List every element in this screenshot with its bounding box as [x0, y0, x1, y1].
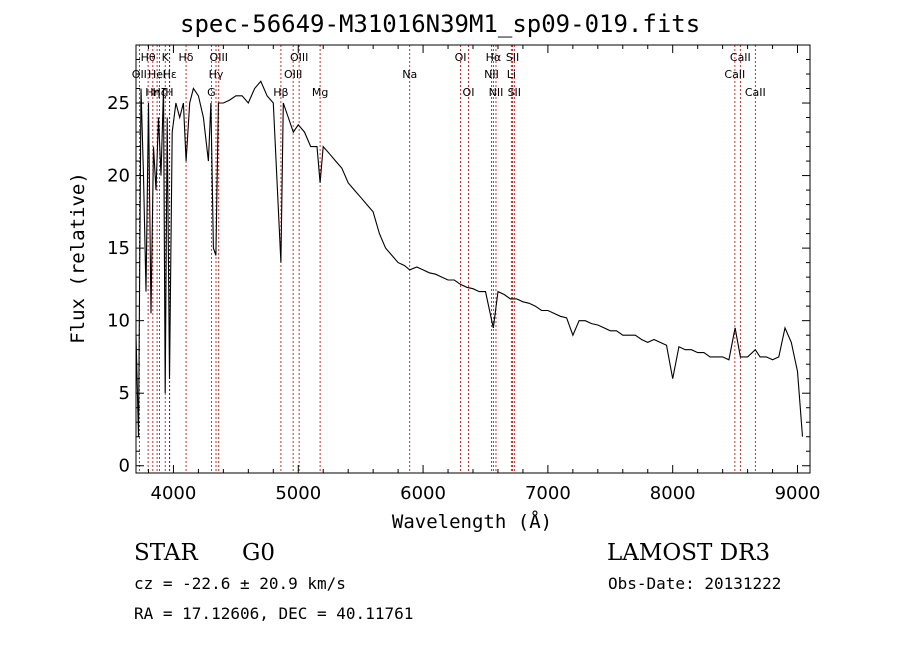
spectral-line-label: Mg: [312, 86, 328, 99]
survey-name: LAMOST DR3: [607, 540, 771, 566]
spectral-line-label: Hε: [163, 68, 177, 81]
y-tick-label: 5: [119, 383, 130, 404]
y-tick-label: 15: [107, 238, 130, 259]
spectral-line-label: CaII: [730, 51, 751, 64]
spectral-line-label: Hζ: [152, 86, 166, 99]
x-tick-label: 5000: [275, 483, 321, 504]
spectral-line-label: NII: [489, 86, 504, 99]
spectral-line-label: H: [165, 86, 173, 99]
spectral-line-label: OIII: [284, 68, 302, 81]
subclass: G0: [242, 540, 276, 566]
axis-ticks: 4000 5000 6000 7000 8000 9000 0 5 10 15 20 25: [107, 45, 820, 504]
spectral-line-label: Hα: [486, 51, 502, 64]
spectral-line-label: OIII: [210, 51, 228, 64]
spectral-line-label: SII: [506, 51, 519, 64]
y-axis-label: Flux (relative): [67, 172, 89, 344]
observation-date: Obs-Date: 20131222: [608, 574, 782, 593]
spectral-line-label: Hβ: [273, 86, 288, 99]
chart-title: spec-56649-M31016N39M1_sp09-019.fits: [180, 10, 701, 38]
x-axis-label: Wavelength (Å): [391, 511, 553, 533]
spectral-line-label: SII: [508, 86, 521, 99]
x-tick-label: 8000: [650, 483, 696, 504]
spectral-line-label: NII: [484, 68, 499, 81]
spectral-line-label: K: [162, 51, 170, 64]
spectral-line-label: OI: [455, 51, 467, 64]
coordinates: RA = 17.12606, DEC = 40.11761: [134, 604, 414, 623]
spectral-line-label: OI: [463, 86, 475, 99]
spectral-line-label: G: [207, 86, 216, 99]
spectral-line-label: Hγ: [209, 68, 224, 81]
emission-line-markers: [138, 45, 756, 473]
x-tick-label: 7000: [525, 483, 571, 504]
x-tick-label: 4000: [151, 483, 197, 504]
x-tick-label: 6000: [400, 483, 446, 504]
spectral-line-label: CaII: [724, 68, 745, 81]
plot-frame: [135, 44, 811, 474]
y-tick-label: 25: [107, 93, 130, 114]
spectral-line-label: Li: [507, 68, 516, 81]
spectral-line-label: Hθ: [141, 51, 156, 64]
spectral-line-label: Hη: [145, 86, 160, 99]
x-tick-label: 9000: [775, 483, 821, 504]
spectrum-series-line: [135, 80, 804, 437]
redshift-velocity: cz = -22.6 ± 20.9 km/s: [134, 574, 346, 593]
object-class: STAR: [134, 540, 198, 566]
spectral-line-label: OIII: [290, 51, 308, 64]
spectral-line-label: HeI: [148, 68, 166, 81]
spectral-line-label: OII: [132, 68, 147, 81]
spectral-line-label: CaII: [745, 86, 766, 99]
spectral-line-label: Na: [402, 68, 417, 81]
y-tick-label: 10: [107, 311, 130, 332]
y-tick-label: 20: [107, 166, 130, 187]
spectral-line-label: Hδ: [179, 51, 194, 64]
y-tick-label: 0: [119, 456, 130, 477]
